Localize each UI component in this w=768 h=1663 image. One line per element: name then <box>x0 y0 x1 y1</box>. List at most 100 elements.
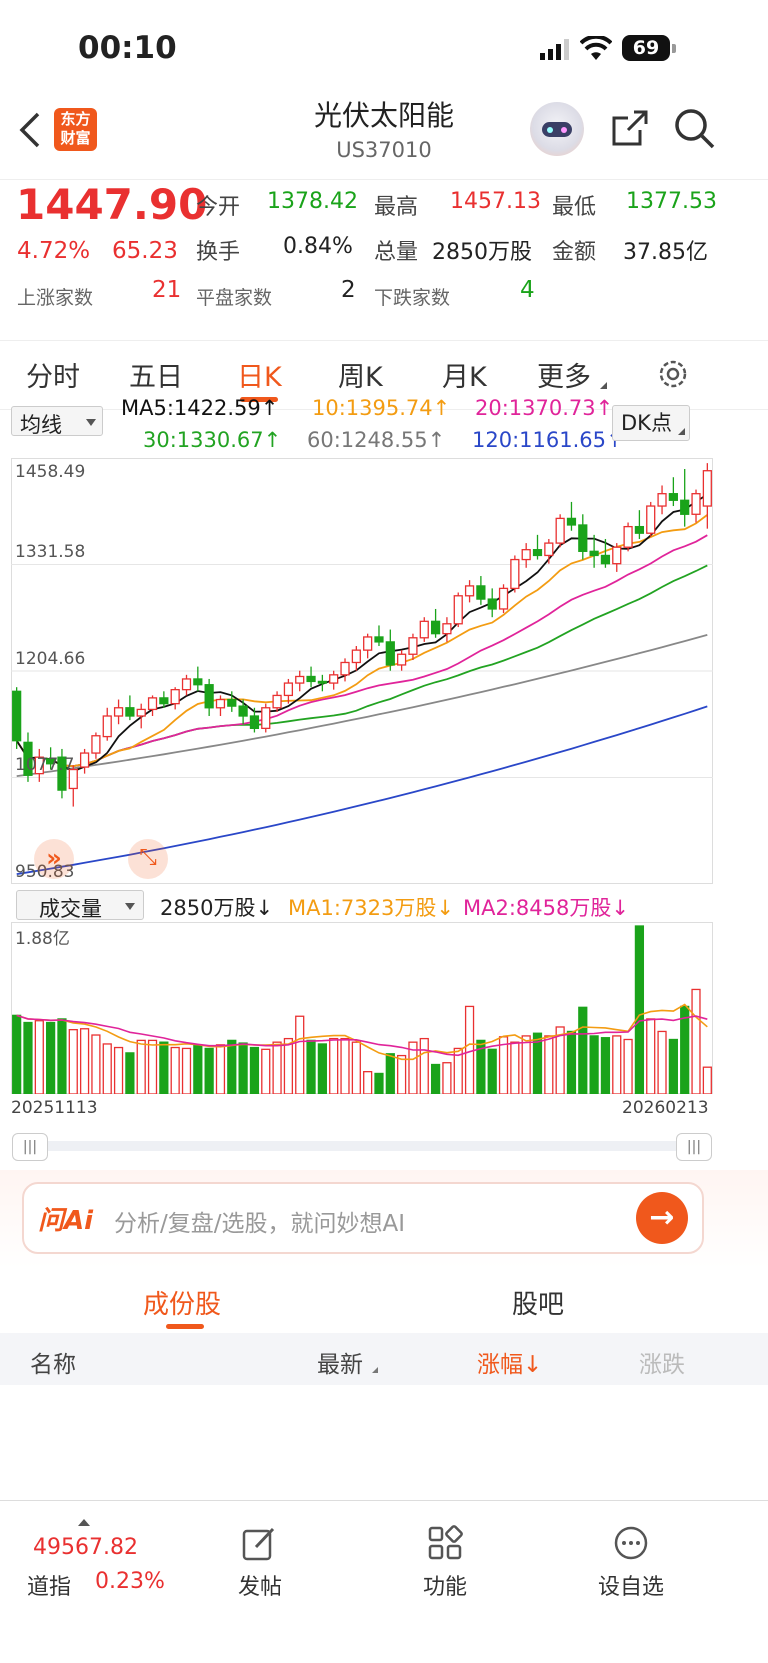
function-label[interactable]: 功能 <box>422 1575 467 1600</box>
volume-bar-down <box>668 1038 678 1094</box>
expand-arrows-icon[interactable]: » <box>34 839 74 879</box>
index-name[interactable]: 道指 <box>27 1575 72 1600</box>
candle-up <box>34 756 44 775</box>
ma5-value: MA5:1422.59↑ <box>121 396 279 420</box>
range-right-handle[interactable]: ||| <box>676 1133 712 1161</box>
app-logo[interactable]: 东方 财富 <box>54 108 97 151</box>
candle-up <box>419 620 429 639</box>
ma10-line <box>15 514 708 768</box>
tab-forum[interactable]: 股吧 <box>512 1290 565 1320</box>
battery-level: 69 <box>632 37 660 59</box>
up-label: 上涨家数 <box>17 287 94 309</box>
volume-ma2-line <box>16 1014 708 1057</box>
candle-up <box>646 505 656 534</box>
volume-ma1-line <box>16 1003 708 1061</box>
volume-bar-down <box>46 1021 56 1094</box>
candle-down <box>249 715 260 730</box>
candle-up <box>510 558 520 590</box>
volume-bar-up <box>442 1062 452 1094</box>
dk-point-button[interactable]: DK点 <box>612 405 690 441</box>
candle-up <box>68 768 78 790</box>
ma120-value: 120:1161.65↑ <box>472 428 624 452</box>
volume-bar-down <box>238 1042 248 1094</box>
col-change-pct[interactable]: 涨幅↓ <box>477 1352 543 1378</box>
candle-up <box>363 636 373 651</box>
candle-up <box>521 549 531 561</box>
watchlist-more-icon[interactable] <box>613 1525 649 1561</box>
volume-bar-down <box>125 1052 135 1094</box>
back-arrow-icon[interactable] <box>18 112 42 148</box>
list-header: 名称 最新 涨幅↓ 涨跌 <box>0 1333 768 1385</box>
fullscreen-icon[interactable]: ⤡ <box>128 839 168 879</box>
post-label[interactable]: 发帖 <box>237 1575 282 1600</box>
amount-label: 金额 <box>552 240 597 265</box>
candle-down <box>46 758 56 765</box>
date-end: 20260213 <box>622 1098 709 1118</box>
index-change[interactable]: 0.23% <box>95 1569 165 1594</box>
volume-bar-down <box>589 1035 599 1094</box>
flat-label: 平盘家数 <box>196 287 273 309</box>
active-tab-indicator <box>240 397 278 402</box>
candle-down <box>430 620 441 635</box>
ai-search-box[interactable]: 问Ai 分析/复盘/选股，就问妙想AI → <box>22 1182 704 1254</box>
status-bar: 00:10 69 <box>0 0 768 100</box>
more-corner-icon <box>600 382 607 389</box>
volume-bar-up <box>612 1035 622 1094</box>
volume-select[interactable]: 成交量 <box>16 890 144 921</box>
volume-bar-up <box>295 1015 305 1094</box>
volume-bar-down <box>566 1030 577 1094</box>
candle-down <box>238 705 248 717</box>
watchlist-label[interactable]: 设自选 <box>597 1575 664 1600</box>
date-start: 20251113 <box>11 1098 98 1118</box>
battery-tip <box>672 44 676 53</box>
post-edit-icon[interactable] <box>242 1525 278 1561</box>
candlestick-chart[interactable] <box>11 458 713 884</box>
candle-up <box>261 707 271 730</box>
volume-bar-up <box>272 1041 282 1094</box>
range-slider-track[interactable] <box>12 1141 712 1151</box>
candle-up <box>702 470 712 507</box>
volume-bar-up <box>646 1018 656 1094</box>
candle-up <box>657 493 667 507</box>
volume-select-label: 成交量 <box>39 897 102 921</box>
ai-submit-arrow-icon[interactable]: → <box>636 1192 688 1244</box>
tab-5day[interactable]: 五日 <box>129 362 183 393</box>
volume-bar-up <box>283 1037 294 1094</box>
tab-daily-k[interactable]: 日K <box>237 362 282 393</box>
range-left-handle[interactable]: ||| <box>12 1133 48 1161</box>
tab-more[interactable]: 更多 <box>537 362 591 393</box>
tab-monthly-k[interactable]: 月K <box>442 362 487 393</box>
ai-avatar-icon[interactable] <box>530 102 584 156</box>
volume-bar-down <box>487 1048 497 1094</box>
candle-down <box>204 684 214 709</box>
volume-bar-down <box>385 1053 395 1094</box>
signal-icon <box>540 38 572 60</box>
candle-down <box>566 517 577 526</box>
candle-down <box>23 741 33 776</box>
volume-bar-up <box>397 1054 407 1094</box>
index-value[interactable]: 49567.82 <box>33 1535 138 1560</box>
volume-chart[interactable] <box>11 922 713 1094</box>
volume-bar-up <box>351 1041 361 1094</box>
ma-select[interactable]: 均线 <box>11 406 103 437</box>
col-latest[interactable]: 最新 <box>317 1352 363 1378</box>
candle-up <box>453 595 463 625</box>
volume-value: 2850万股 <box>432 240 532 265</box>
candle-up <box>442 623 452 635</box>
tab-weekly-k[interactable]: 周K <box>338 362 383 393</box>
dropdown-icon <box>86 419 96 426</box>
search-icon[interactable] <box>672 106 716 150</box>
function-grid-icon[interactable] <box>427 1525 463 1561</box>
tab-intraday[interactable]: 分时 <box>26 362 80 393</box>
battery-icon: 69 <box>622 35 670 61</box>
tab-constituents[interactable]: 成份股 <box>143 1290 222 1320</box>
settings-gear-icon[interactable] <box>656 357 690 391</box>
period-tabs: 分时 五日 日K 周K 月K 更多 <box>0 340 768 410</box>
col-change[interactable]: 涨跌 <box>639 1352 685 1378</box>
volume-bar-down <box>204 1047 214 1094</box>
share-icon[interactable] <box>610 108 650 148</box>
wifi-icon <box>580 36 612 60</box>
volume-bar-down <box>57 1018 67 1094</box>
latest-sort-icon <box>372 1367 378 1373</box>
up-count: 21 <box>152 277 182 303</box>
